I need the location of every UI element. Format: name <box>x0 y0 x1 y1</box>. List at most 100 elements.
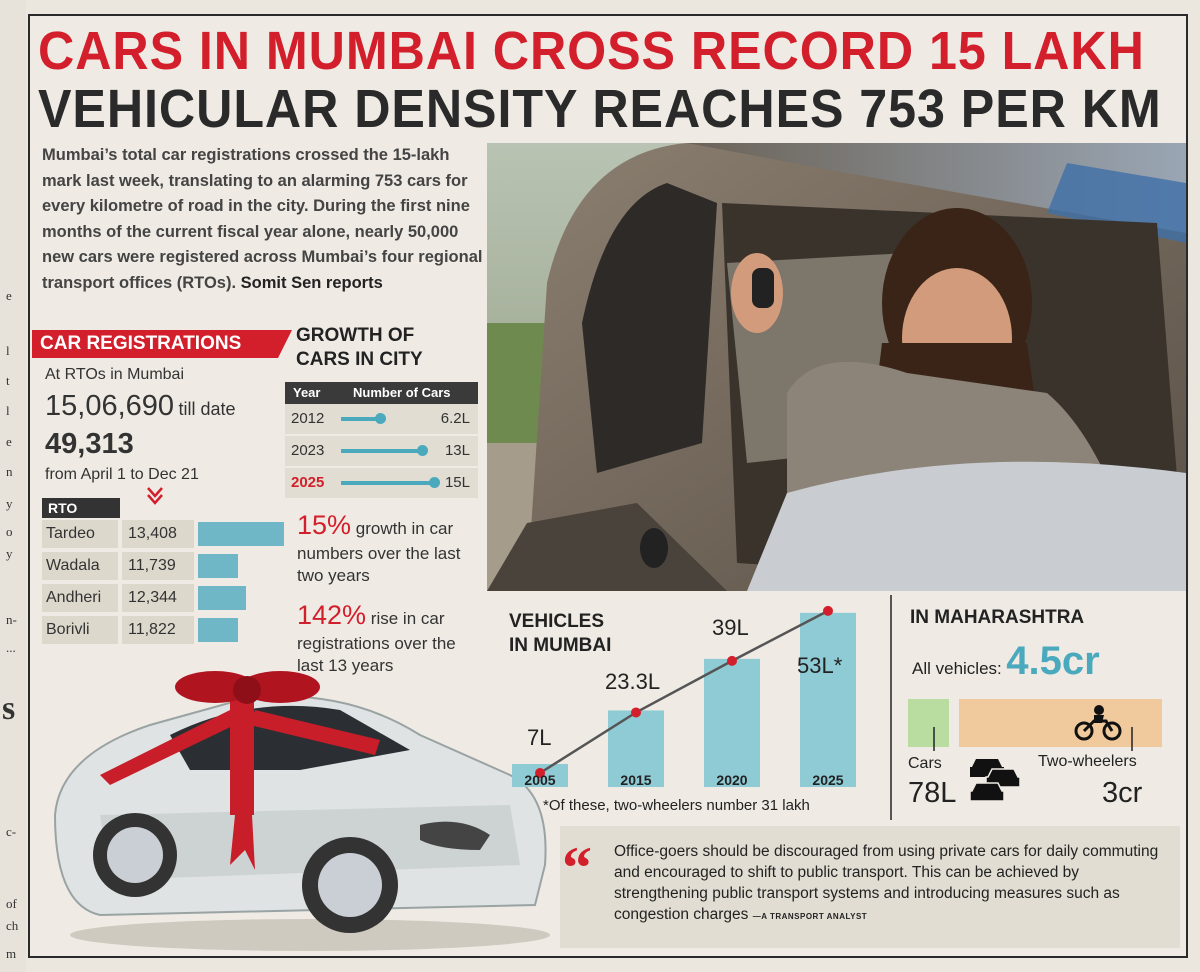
margin-fragment: y <box>6 496 13 511</box>
margin-fragment: l <box>6 403 10 418</box>
cars-icon <box>969 759 1021 802</box>
rto-row: Tardeo 13,408 <box>42 520 284 550</box>
down-arrow-icon <box>147 487 163 505</box>
registrations-period-label: from April 1 to Dec 21 <box>45 466 199 483</box>
rto-name: Tardeo <box>42 520 118 548</box>
stat-rise-value: 142% <box>297 600 367 630</box>
rto-bar <box>198 586 246 610</box>
intro-text: Mumbai’s total car registrations crossed… <box>42 146 483 292</box>
vehicles-in-mumbai-panel: VEHICLES IN MUMBAI *Of these, two-wheele… <box>497 595 889 820</box>
stat-rise: 142% rise in car registrations over the … <box>297 598 482 677</box>
rto-value: 11,739 <box>122 552 194 580</box>
growth-value: 15L <box>444 474 470 491</box>
margin-fragment: n <box>6 464 13 479</box>
margin-fragment: l <box>6 343 10 358</box>
growth-year: 2023 <box>291 442 325 459</box>
maharashtra-title: IN MAHARASHTRA <box>910 607 1085 628</box>
stat-growth-value: 15% <box>297 510 352 540</box>
growth-title-line2: CARS IN CITY <box>296 348 423 370</box>
registrations-period-value: 49,313 <box>45 428 134 460</box>
stat-growth: 15% growth in car numbers over the last … <box>297 508 482 587</box>
growth-table: Year Number of Cars 2012 6.2L 2023 13L 2025 1… <box>285 382 478 500</box>
rto-value: 12,344 <box>122 584 194 612</box>
trend-point <box>727 655 737 666</box>
growth-bar-dot <box>429 477 440 488</box>
growth-bar <box>341 481 433 485</box>
trend-point <box>631 707 641 718</box>
cars-label: Cars <box>908 755 942 772</box>
registrations-total-line: 15,06,690 till date <box>45 390 236 423</box>
growth-row: 2023 13L <box>285 436 478 468</box>
bar-value-label: 39L <box>712 615 749 640</box>
woman-in-car-photo <box>487 143 1186 591</box>
stat-growth-text: growth in car numbers over the last two … <box>297 519 461 586</box>
category-label: 2025 <box>812 772 843 788</box>
vehicles-bar-chart: VEHICLES IN MUMBAI *Of these, two-wheele… <box>509 605 856 814</box>
margin-fragment: e <box>6 434 12 449</box>
growth-row: 2012 6.2L <box>285 404 478 436</box>
growth-bar <box>341 449 421 453</box>
growth-bar-dot <box>375 413 386 424</box>
car-with-bow-icon <box>53 671 550 951</box>
motorcycle-icon <box>1074 705 1122 741</box>
growth-value: 6.2L <box>440 410 470 427</box>
quote-attribution: —A TRANSPORT ANALYST <box>752 911 868 921</box>
chart-title-line2: IN MUMBAI <box>509 635 611 656</box>
registrations-total: 15,06,690 <box>45 390 175 422</box>
quote-mark-icon: “ <box>562 835 592 901</box>
rto-name: Andheri <box>42 584 118 612</box>
growth-col-cars: Number of Cars <box>353 385 451 400</box>
category-label: 2005 <box>524 772 555 788</box>
margin-fragment: m <box>6 946 17 961</box>
margin-fragment: t <box>6 373 10 388</box>
cars-value: 78L <box>908 777 957 809</box>
bar-value-label: 53L* <box>797 653 843 678</box>
category-label: 2020 <box>716 772 747 788</box>
rto-value: 13,408 <box>122 520 194 548</box>
margin-fragment: s <box>2 690 16 727</box>
two-wheelers-share-bar <box>959 699 1162 747</box>
quote-box <box>560 826 1180 948</box>
cars-share-bar <box>908 699 949 747</box>
two-wheeler-pointer-icon <box>1131 727 1133 751</box>
margin-fragment: ... <box>6 640 16 655</box>
rto-column-header: RTO <box>42 498 120 518</box>
growth-year: 2025 <box>291 474 325 491</box>
margin-fragment: y <box>6 546 13 561</box>
rto-bar <box>198 618 238 642</box>
adjacent-column-strip: e l t l e n y o y n-... s c-of ch m <box>0 0 26 972</box>
chart-footnote: *Of these, two-wheelers number 31 lakh <box>543 797 810 814</box>
trend-point <box>823 605 833 616</box>
rto-row: Wadala 11,739 <box>42 552 282 582</box>
registrations-total-suffix: till date <box>178 399 236 419</box>
rto-row: Borivli 11,822 <box>42 616 282 646</box>
growth-year: 2012 <box>291 410 325 427</box>
growth-title-line1: GROWTH OF <box>296 325 415 346</box>
car-photo-illustration <box>487 143 1186 591</box>
quote-text: Office-goers should be discouraged from … <box>614 843 1159 923</box>
vehicle-bar <box>704 658 760 787</box>
growth-bar <box>341 417 379 421</box>
rto-row: Andheri 12,344 <box>42 584 282 614</box>
registrations-subtitle: At RTOs in Mumbai <box>45 366 185 383</box>
margin-fragment: o <box>6 524 13 539</box>
stat-rise-text: rise in car registrations over the last … <box>297 609 456 676</box>
headline-line-1: CARS IN MUMBAI CROSS RECORD 15 LAKH <box>38 21 1145 81</box>
rto-bar <box>198 554 238 578</box>
headline-line-2: VEHICULAR DENSITY REACHES 753 PER KM <box>38 79 1162 139</box>
margin-fragment: e <box>6 288 12 303</box>
bar-value-label: 23.3L <box>605 669 660 694</box>
two-wheelers-label: Two-wheelers <box>1038 753 1137 770</box>
margin-fragment: ch <box>6 918 19 933</box>
trend-line <box>539 609 829 775</box>
rto-name: Borivli <box>42 616 118 644</box>
byline: Somit Sen reports <box>240 273 383 292</box>
growth-col-year: Year <box>293 385 321 400</box>
rto-bar <box>198 522 284 546</box>
trend-point <box>535 768 545 778</box>
gift-car-illustration <box>40 665 560 955</box>
growth-row: 2025 15L <box>285 468 478 500</box>
cars-pointer-icon <box>933 727 935 751</box>
growth-table-header: Year Number of Cars <box>285 382 478 404</box>
bar-value-label: 7L <box>527 725 551 750</box>
